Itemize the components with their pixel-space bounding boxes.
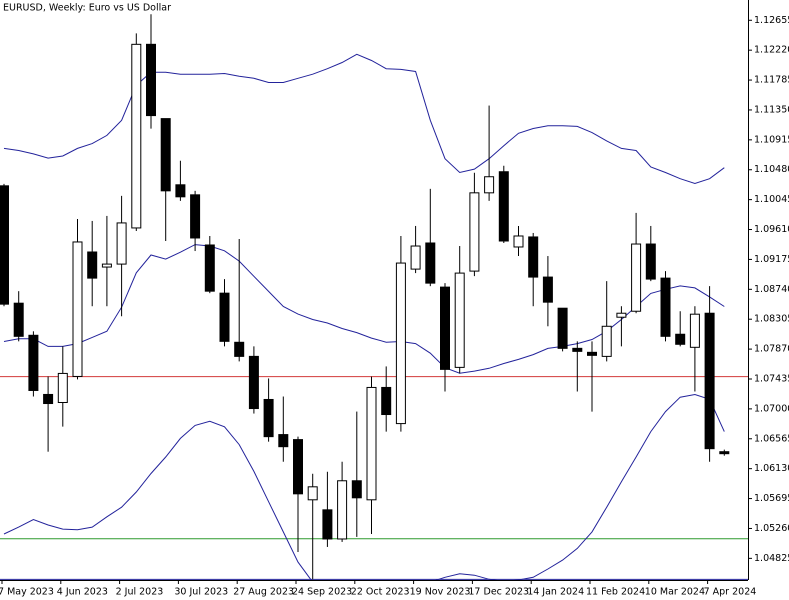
candle-body	[381, 386, 392, 416]
x-tick-label: 22 Oct 2023	[351, 587, 410, 598]
x-tick-label: 11 Feb 2024	[586, 587, 645, 598]
candle-body	[278, 434, 289, 448]
y-tick-label: 1.10045	[754, 194, 789, 205]
candle-body	[704, 312, 715, 450]
candle-body	[72, 241, 83, 377]
candle-body	[513, 235, 524, 248]
x-tick-label: 24 Sep 2023	[292, 587, 352, 598]
candle-body	[131, 43, 142, 229]
y-tick-label: 1.06130	[754, 463, 789, 474]
candle-body	[440, 286, 450, 370]
y-tick-label: 1.09175	[754, 254, 789, 265]
y-tick-label: 1.08740	[754, 284, 789, 295]
y-tick-label: 1.09610	[754, 224, 789, 235]
candle-body	[263, 398, 274, 438]
y-tick-label: 1.11785	[754, 75, 789, 86]
candle-body	[351, 480, 362, 499]
candle-body	[57, 372, 68, 403]
candle-body	[234, 341, 245, 357]
candle-body	[116, 222, 127, 265]
x-tick-label: 19 Nov 2023	[410, 587, 471, 598]
y-tick-label: 1.12220	[754, 45, 789, 56]
y-tick-label: 1.10480	[754, 164, 789, 175]
candle-body	[675, 333, 686, 345]
candle-body	[454, 272, 465, 368]
candle-body	[219, 292, 230, 342]
candle-body	[366, 386, 377, 501]
candle-body	[660, 277, 671, 337]
candle-body	[616, 312, 627, 318]
candle-body	[601, 325, 612, 357]
candle-body	[146, 43, 156, 117]
y-tick-label: 1.08305	[754, 314, 789, 325]
candle-body	[469, 192, 480, 272]
x-tick-label: 10 Mar 2024	[645, 587, 705, 598]
candle-body	[13, 302, 24, 337]
candle-body	[160, 118, 171, 192]
candle-body	[425, 242, 436, 284]
candle-body	[484, 176, 495, 194]
x-tick-label: 7 May 2023	[0, 587, 54, 598]
candle-body	[587, 351, 597, 356]
candle-body	[43, 393, 54, 405]
candle-body	[498, 171, 509, 242]
y-tick-label: 1.07870	[754, 344, 789, 355]
candle-body	[410, 245, 421, 270]
candle-body	[175, 184, 186, 198]
y-tick-label: 1.07000	[754, 403, 789, 414]
x-tick-label: 17 Dec 2023	[468, 587, 529, 598]
candle-body	[87, 251, 98, 279]
candle-body	[28, 334, 39, 391]
candle-body	[528, 236, 539, 278]
band-lower	[3, 393, 725, 580]
x-tick-label: 2 Jul 2023	[116, 587, 164, 598]
candle-body	[542, 276, 553, 303]
plot-area	[0, 14, 748, 580]
y-tick-label: 1.12655	[754, 15, 789, 26]
y-tick-label: 1.10915	[754, 134, 789, 145]
x-tick-label: 4 Jun 2023	[57, 587, 108, 598]
y-tick-label: 1.07435	[754, 373, 789, 384]
x-tick-label: 27 Aug 2023	[233, 587, 294, 598]
candle-body	[0, 185, 9, 305]
y-tick-label: 1.05695	[754, 493, 789, 504]
candle-body	[719, 451, 730, 455]
candle-body	[631, 243, 642, 312]
candle-body	[322, 509, 333, 540]
candle-body	[190, 194, 201, 239]
candle-body	[572, 347, 583, 352]
candle-body	[645, 243, 656, 280]
candle-body	[557, 307, 568, 349]
candle-body	[395, 262, 406, 425]
y-tick-label: 1.05260	[754, 523, 789, 534]
candle-body	[248, 355, 259, 410]
candle-body	[293, 439, 303, 495]
y-tick-label: 1.04825	[754, 553, 789, 564]
candle-body	[101, 263, 112, 268]
candle-body	[337, 480, 348, 540]
candle-body	[689, 313, 700, 348]
x-tick-label: 30 Jul 2023	[174, 587, 228, 598]
candle-body	[204, 244, 215, 292]
candle-body	[307, 486, 318, 501]
y-tick-label: 1.06565	[754, 433, 789, 444]
x-tick-label: 14 Jan 2024	[527, 587, 584, 598]
y-tick-label: 1.11350	[754, 104, 789, 115]
x-tick-label: 7 Apr 2024	[704, 587, 757, 598]
chart-title: EURUSD, Weekly: Euro vs US Dollar	[3, 3, 171, 14]
band-upper	[3, 53, 725, 185]
